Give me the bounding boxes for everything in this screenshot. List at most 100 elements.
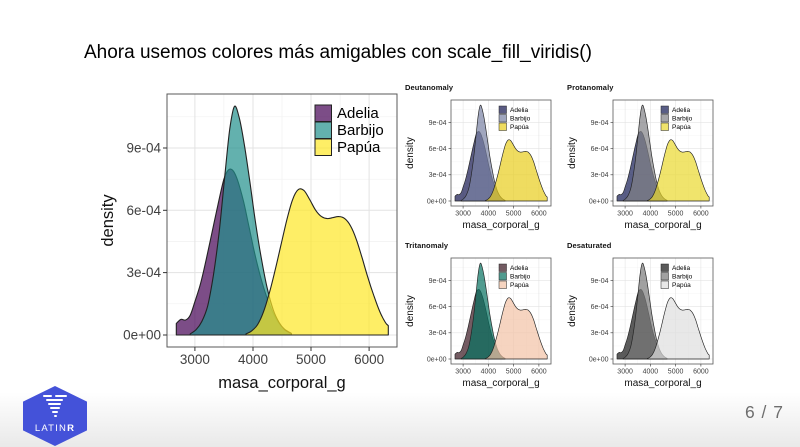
svg-text:6e-04: 6e-04	[591, 146, 609, 153]
legend-label: Barbijo	[510, 274, 531, 281]
svg-text:6e-04: 6e-04	[429, 304, 447, 311]
legend-label: Papúa	[672, 282, 691, 289]
cvd-plot-deutanomaly: Deutanomaly 3000 4000 5000 6000 masa_corpora…	[403, 82, 573, 241]
legend-label: Adelia	[510, 107, 528, 114]
cvd-plot-title: Protanomaly	[567, 83, 614, 92]
svg-text:6e-04: 6e-04	[591, 304, 609, 311]
density-curves	[616, 104, 710, 202]
legend-swatch	[660, 263, 669, 272]
y-axis-label: density	[405, 137, 416, 169]
svg-text:3000: 3000	[455, 211, 471, 218]
svg-text:5000: 5000	[506, 369, 522, 376]
svg-text:0e+00: 0e+00	[427, 356, 447, 363]
svg-text:9e-04: 9e-04	[429, 278, 447, 285]
legend-swatch	[314, 121, 332, 139]
legend-label: Barbijo	[337, 122, 384, 139]
legend-swatch	[498, 263, 507, 272]
legend-swatch	[660, 114, 669, 123]
legend-label: Barbijo	[510, 116, 531, 123]
svg-text:4000: 4000	[481, 211, 497, 218]
x-axis-label: masa_corporal_g	[462, 378, 539, 389]
density-plot-svg: 3000 4000 5000 6000 masa_corporal_g 0e+00 3e-0…	[99, 93, 398, 392]
svg-text:3000: 3000	[617, 369, 633, 376]
y-axis-label: density	[405, 295, 416, 327]
legend-label: Adelia	[672, 107, 690, 114]
svg-text:5000: 5000	[296, 352, 326, 367]
cvd-plot-deutanomaly-canvas: 3000 4000 5000 6000 masa_corporal_g 0e+00 3e-0…	[403, 94, 573, 241]
x-axis: 3000 4000 5000 6000 masa_corporal_g	[617, 206, 709, 231]
x-axis-label: masa_corporal_g	[624, 378, 701, 389]
cvd-plot-tritanomaly-canvas: 3000 4000 5000 6000 masa_corporal_g 0e+00 3e-0…	[403, 252, 573, 399]
panel-border	[612, 257, 714, 365]
svg-text:6e-04: 6e-04	[126, 203, 161, 218]
latinr-logo-text: LATINR	[23, 423, 87, 434]
legend-swatch	[314, 138, 332, 156]
svg-text:3e-04: 3e-04	[429, 172, 447, 179]
legend-swatch	[498, 280, 507, 289]
cvd-plot-tritanomaly: Tritanomaly 3000 4000 5000 6000 masa_corpora…	[403, 240, 573, 399]
legend-label: Papúa	[672, 124, 691, 131]
legend-swatch	[498, 272, 507, 281]
density-curve-Papúa	[245, 188, 389, 336]
legend-swatch	[498, 114, 507, 123]
svg-text:5000: 5000	[668, 369, 684, 376]
svg-text:3e-04: 3e-04	[126, 265, 161, 280]
logo-text-latin: LATIN	[34, 423, 68, 434]
cvd-plot-title: Tritanomaly	[405, 241, 449, 250]
legend-swatch	[660, 272, 669, 281]
x-axis-label: masa_corporal_g	[462, 220, 539, 231]
cvd-plot-title: Deutanomaly	[405, 83, 454, 92]
density-curve-Papúa	[646, 297, 710, 360]
svg-text:0e+00: 0e+00	[589, 198, 609, 205]
main-density-plot: 3000 4000 5000 6000 masa_corporal_g 0e+00 3e-0…	[95, 80, 405, 410]
svg-text:9e-04: 9e-04	[429, 120, 447, 127]
svg-text:3000: 3000	[617, 211, 633, 218]
footer-gradient	[0, 392, 800, 447]
y-axis: 0e+00 3e-04 6e-04 9e-04 density	[405, 278, 451, 363]
legend-swatch	[498, 122, 507, 131]
x-axis-label: masa_corporal_g	[218, 374, 346, 392]
density-curves	[175, 105, 389, 336]
logo-text-r: R	[67, 423, 76, 434]
density-curve-Papúa	[646, 139, 710, 202]
slide-title: Ahora usemos colores más amigables con s…	[84, 42, 592, 63]
legend-label: Papúa	[510, 282, 529, 289]
legend-swatch	[314, 104, 332, 122]
density-curves	[616, 262, 710, 360]
svg-text:9e-04: 9e-04	[126, 141, 161, 156]
density-curves	[454, 104, 548, 202]
density-plot-svg: 3000 4000 5000 6000 masa_corporal_g 0e+00 3e-0…	[405, 257, 552, 389]
density-curve-Papúa	[484, 139, 548, 202]
svg-text:6000: 6000	[354, 352, 384, 367]
cvd-plot-desaturated-canvas: 3000 4000 5000 6000 masa_corporal_g 0e+00 3e-0…	[565, 252, 735, 399]
cvd-plot-title: Desaturated	[567, 241, 612, 250]
panel-border	[450, 99, 552, 207]
density-curve-Papúa	[484, 297, 548, 360]
svg-text:5000: 5000	[668, 211, 684, 218]
legend-swatch	[660, 280, 669, 289]
svg-text:4000: 4000	[643, 369, 659, 376]
svg-text:6e-04: 6e-04	[429, 146, 447, 153]
panel-border	[612, 99, 714, 207]
svg-text:6000: 6000	[693, 369, 709, 376]
svg-text:3e-04: 3e-04	[591, 172, 609, 179]
x-axis: 3000 4000 5000 6000 masa_corporal_g	[180, 347, 384, 392]
y-axis: 0e+00 3e-04 6e-04 9e-04 density	[99, 141, 167, 343]
x-axis: 3000 4000 5000 6000 masa_corporal_g	[455, 206, 547, 231]
x-axis: 3000 4000 5000 6000 masa_corporal_g	[455, 364, 547, 389]
panel-border	[166, 93, 398, 348]
svg-text:4000: 4000	[238, 352, 268, 367]
y-axis: 0e+00 3e-04 6e-04 9e-04 density	[567, 278, 613, 363]
y-axis: 0e+00 3e-04 6e-04 9e-04 density	[567, 120, 613, 205]
x-axis-label: masa_corporal_g	[624, 220, 701, 231]
legend-swatch	[498, 105, 507, 114]
legend-label: Adelia	[510, 265, 528, 272]
page-number: 6 / 7	[744, 402, 784, 422]
y-axis-label: density	[567, 295, 578, 327]
